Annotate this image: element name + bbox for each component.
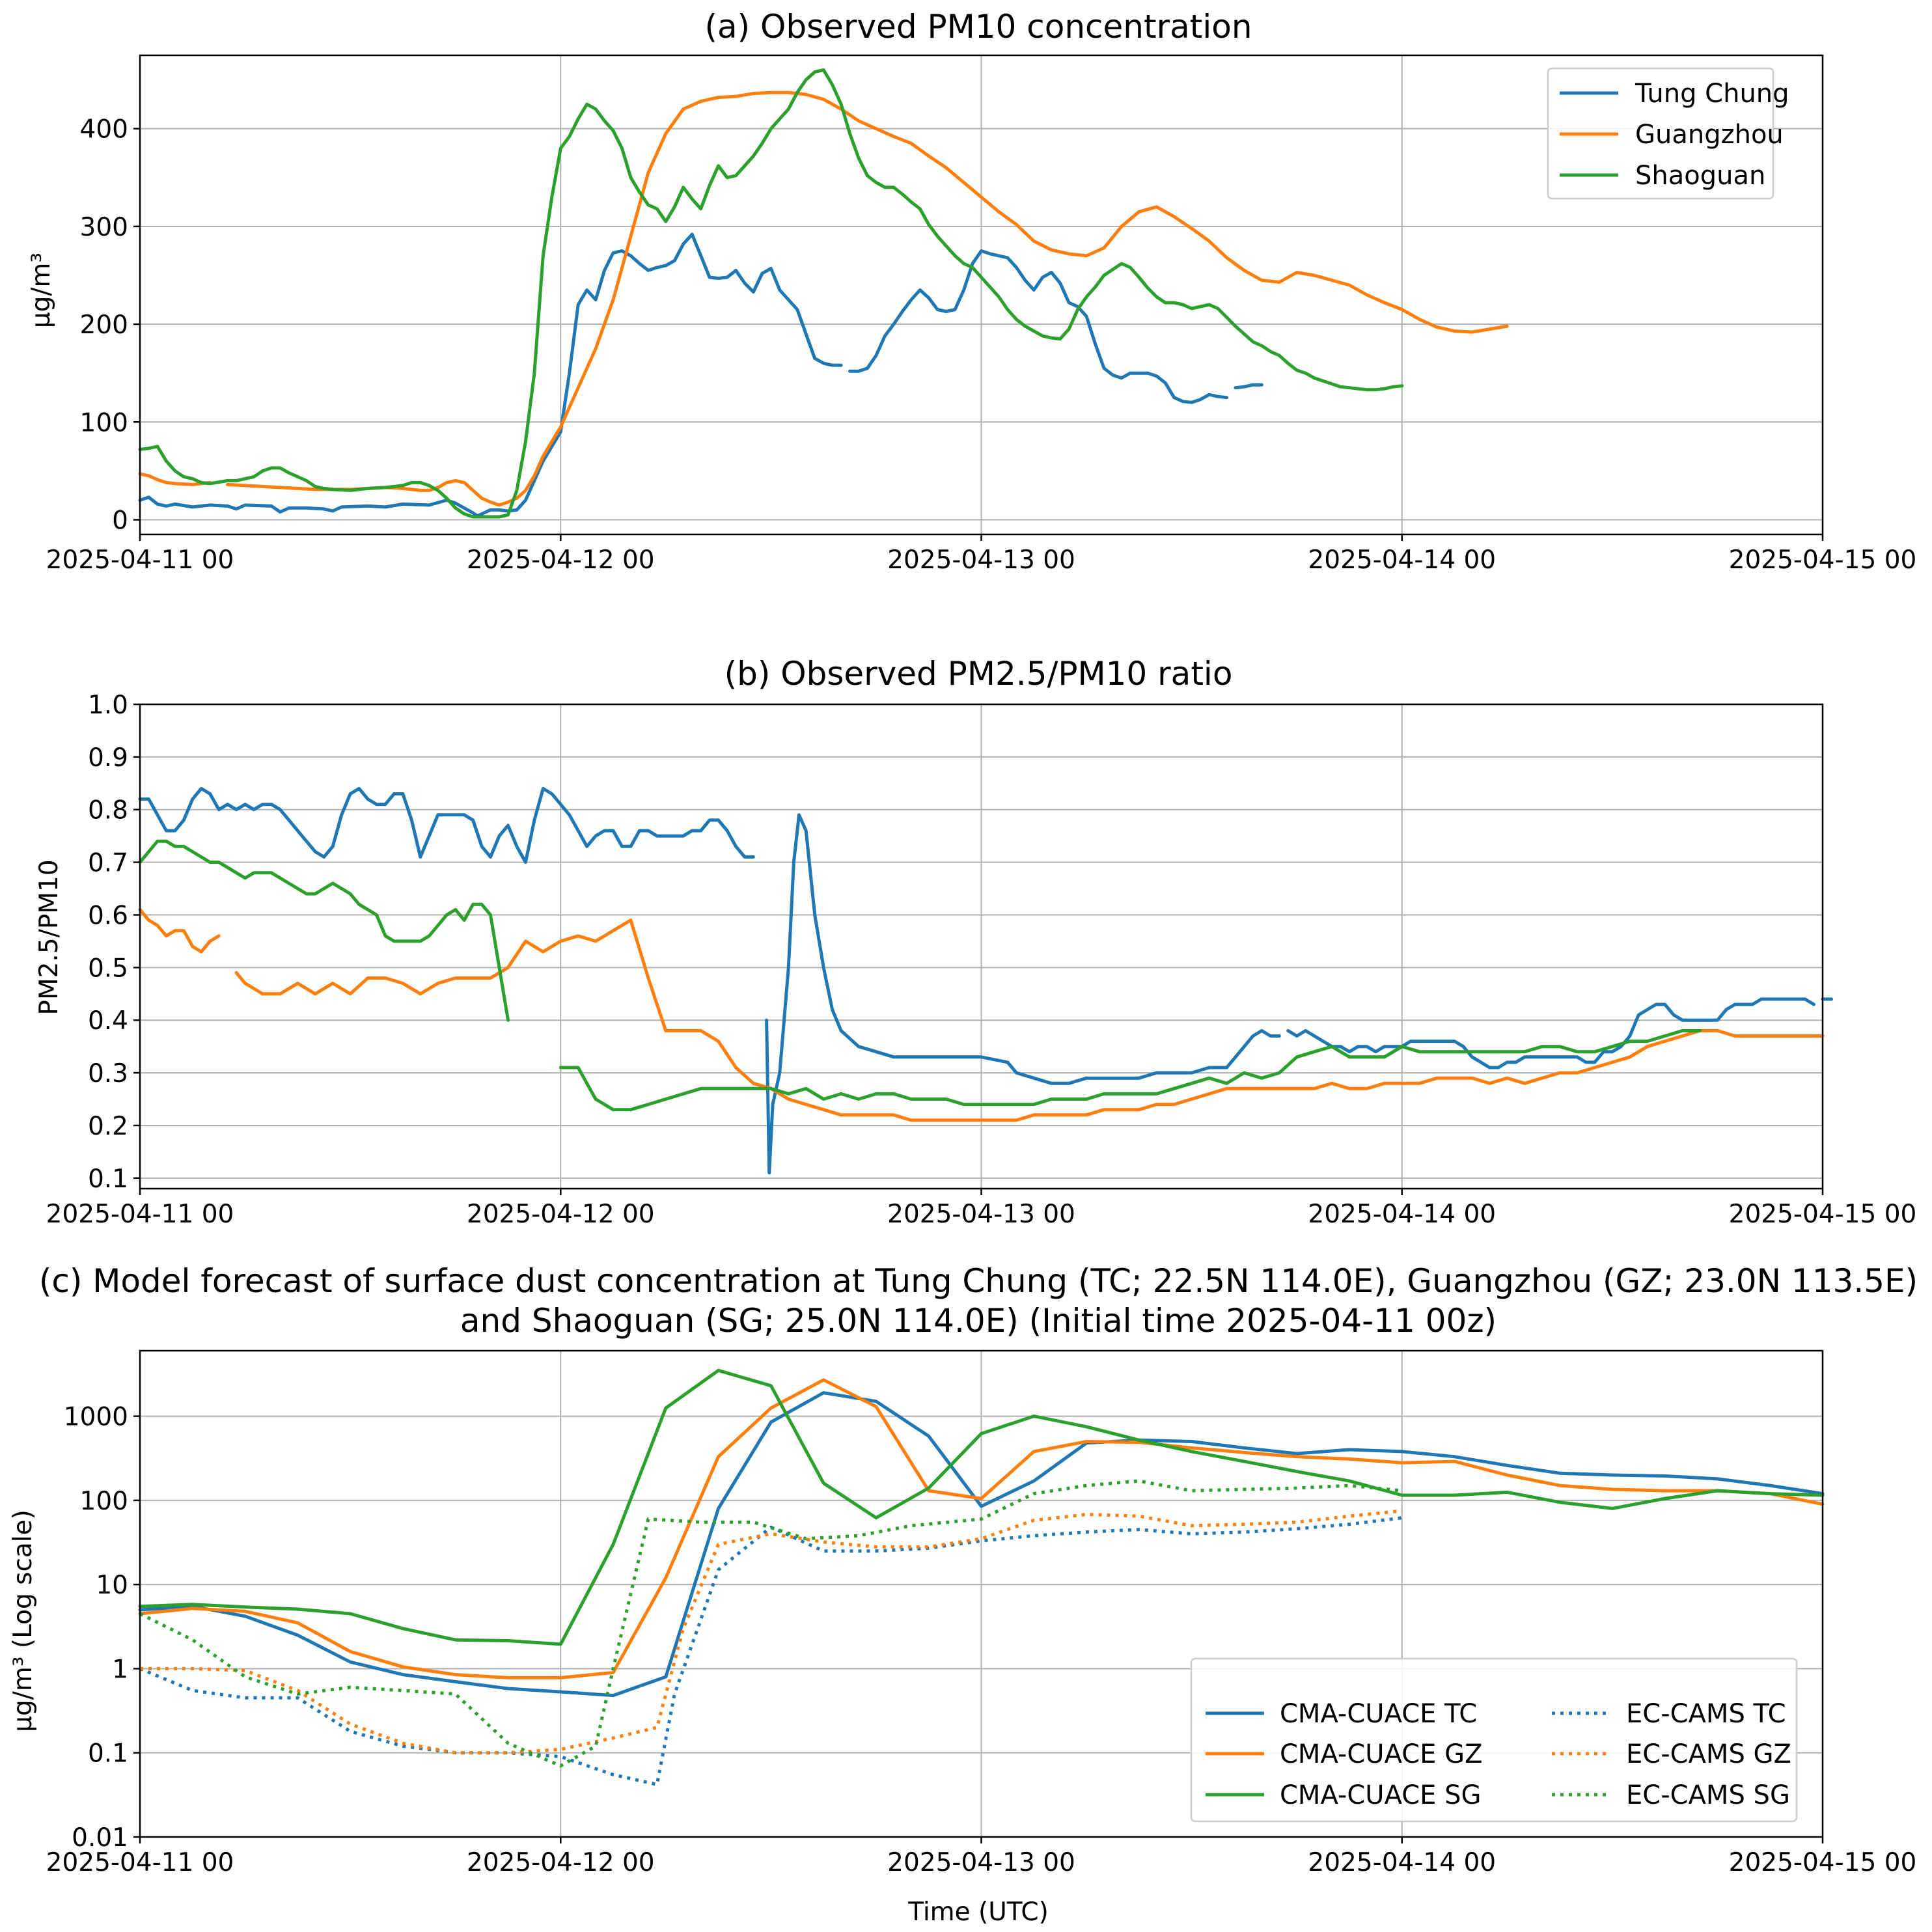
panel-a-title: (a) Observed PM10 concentration <box>704 8 1252 46</box>
series-line-tung-chung-seg2 <box>559 232 843 434</box>
panel-c-ylabel: μg/m³ (Log scale) <box>8 1510 38 1732</box>
x-tick-label: 2025-04-12 00 <box>467 1200 655 1229</box>
panel-a-series <box>138 68 1509 519</box>
y-tick-label: 0.01 <box>72 1823 128 1853</box>
x-tick-label: 2025-04-12 00 <box>467 1848 655 1877</box>
series-line-shaoguan-seg1 <box>138 839 510 1022</box>
y-tick-label: 0.6 <box>88 901 128 930</box>
series-line-guangzhou-seg2 <box>234 918 1825 1122</box>
legend-label-ec-gz: EC-CAMS GZ <box>1626 1739 1791 1769</box>
series-line-tung-chung-seg1 <box>138 786 755 864</box>
y-tick-label: 0.5 <box>88 954 128 983</box>
series-line-tung-chung-seg4 <box>1234 383 1263 390</box>
series-line-tung-chung-seg3 <box>848 249 1228 404</box>
panel-c-title-line2: and Shaoguan (SG; 25.0N 114.0E) (Initial… <box>460 1302 1497 1340</box>
y-tick-label: 300 <box>80 213 128 242</box>
y-tick-label: 400 <box>80 115 128 145</box>
legend-label-shaoguan: Shaoguan <box>1635 161 1765 191</box>
panel-b-ticks: 2025-04-11 00 2025-04-12 00 2025-04-13 00 2… <box>46 691 1917 1229</box>
x-tick-label: 2025-04-14 00 <box>1308 1848 1496 1877</box>
y-tick-label: 1.0 <box>88 691 128 720</box>
x-tick-label: 2025-04-14 00 <box>1308 545 1496 575</box>
series-line-tung-chung-seg2 <box>765 813 1281 1175</box>
y-tick-label: 0.1 <box>88 1739 128 1769</box>
series-line-guangzhou-seg2 <box>226 90 1509 507</box>
series-line-cma-cuace-tc <box>138 1391 1825 1698</box>
y-tick-label: 200 <box>80 310 128 340</box>
panel-c: (c) Model forecast of surface dust conce… <box>8 1262 1918 1927</box>
series-line-shaoguan <box>138 68 1404 519</box>
x-tick-label: 2025-04-12 00 <box>467 545 655 575</box>
series-line-shaoguan-seg2 <box>559 1028 1702 1112</box>
x-tick-label: 2025-04-11 00 <box>46 1848 234 1877</box>
x-tick-label: 2025-04-15 00 <box>1729 1200 1917 1229</box>
legend-label-cma-gz: CMA-CUACE GZ <box>1280 1739 1483 1769</box>
series-line-ec-cams-sg <box>139 1479 1403 1768</box>
legend-label-cma-tc: CMA-CUACE TC <box>1280 1699 1477 1729</box>
panel-c-title-line1: (c) Model forecast of surface dust conce… <box>39 1262 1918 1300</box>
x-tick-label: 2025-04-15 00 <box>1729 1848 1917 1877</box>
panel-b: (b) Observed PM2.5/PM10 ratio PM2.5/PM10… <box>34 655 1916 1229</box>
legend-box-c <box>1190 1657 1798 1823</box>
y-tick-label: 0 <box>112 506 128 535</box>
series-line-cma-cuace-sg <box>138 1368 1825 1646</box>
y-tick-label: 100 <box>80 1487 128 1516</box>
x-tick-label: 2025-04-15 00 <box>1729 545 1917 575</box>
legend-label-cma-sg: CMA-CUACE SG <box>1280 1780 1482 1810</box>
series-line-tung-chung-seg3 <box>1286 997 1815 1070</box>
y-tick-label: 1 <box>112 1655 128 1684</box>
panel-b-title: (b) Observed PM2.5/PM10 ratio <box>724 655 1233 693</box>
legend-label-guangzhou: Guangzhou <box>1635 120 1784 150</box>
panel-c-ticks: 2025-04-11 00 2025-04-12 00 2025-04-13 00 2… <box>46 1403 1917 1877</box>
panel-a-ylabel: μg/m³ <box>27 253 56 328</box>
panel-b-ylabel: PM2.5/PM10 <box>34 859 64 1015</box>
series-line-guangzhou-seg1 <box>138 472 212 486</box>
y-tick-label: 0.4 <box>88 1006 128 1036</box>
y-tick-label: 0.8 <box>88 796 128 825</box>
y-tick-label: 0.7 <box>88 849 128 878</box>
y-tick-label: 1000 <box>64 1403 128 1432</box>
y-tick-label: 0.2 <box>88 1112 128 1141</box>
y-tick-label: 0.3 <box>88 1059 128 1088</box>
legend-label-tung-chung: Tung Chung <box>1635 79 1789 109</box>
legend-label-ec-tc: EC-CAMS TC <box>1626 1699 1786 1729</box>
x-tick-label: 2025-04-11 00 <box>46 545 234 575</box>
x-tick-label: 2025-04-11 00 <box>46 1200 234 1229</box>
panel-a-legend: Tung Chung Guangzhou Shaoguan <box>1547 67 1789 200</box>
series-line-ec-cams-gz <box>140 1509 1403 1755</box>
x-tick-label: 2025-04-13 00 <box>887 1200 1075 1229</box>
series-line-guangzhou-seg1 <box>138 907 221 954</box>
y-tick-label: 10 <box>96 1571 128 1600</box>
panel-b-series <box>138 786 1833 1175</box>
x-tick-label: 2025-04-14 00 <box>1308 1200 1496 1229</box>
panel-a: (a) Observed PM10 concentration μg/m³ 20… <box>27 8 1916 575</box>
panel-a-ticks: 2025-04-11 00 2025-04-12 00 2025-04-13 00 2… <box>46 115 1917 575</box>
legend-label-ec-sg: EC-CAMS SG <box>1626 1780 1790 1810</box>
legend-box <box>1547 67 1774 200</box>
panel-c-xlabel: Time (UTC) <box>907 1898 1049 1927</box>
x-tick-label: 2025-04-13 00 <box>887 545 1075 575</box>
x-tick-label: 2025-04-13 00 <box>887 1848 1075 1877</box>
series-line-ec-cams-tc <box>139 1516 1403 1786</box>
y-tick-label: 100 <box>80 408 128 437</box>
panel-b-grid <box>139 704 1823 1189</box>
panel-c-legend: CMA-CUACE TC CMA-CUACE GZ CMA-CUACE SG E… <box>1190 1657 1798 1823</box>
panel-c-series <box>138 1368 1825 1786</box>
series-line-cma-cuace-gz <box>138 1378 1825 1679</box>
y-tick-label: 0.1 <box>88 1165 128 1194</box>
y-tick-label: 0.9 <box>88 743 128 773</box>
